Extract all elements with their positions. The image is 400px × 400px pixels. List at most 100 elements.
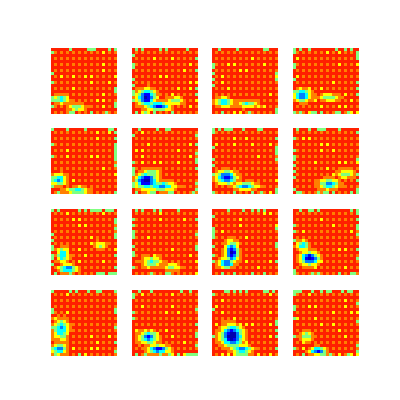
heatmap-cell <box>314 81 318 85</box>
heatmap-cell <box>266 185 270 189</box>
heatmap-cell <box>63 227 67 231</box>
heatmap-cell <box>156 81 160 85</box>
heatmap-cell <box>251 167 255 171</box>
heatmap-cell <box>356 60 359 64</box>
heatmap-cell <box>96 137 100 141</box>
heatmap-cell <box>150 179 154 183</box>
heatmap-cell <box>54 164 58 168</box>
heatmap-cell <box>102 245 106 249</box>
heatmap-cell <box>54 221 58 225</box>
heatmap-cell <box>153 263 157 267</box>
heatmap-cell <box>138 57 142 61</box>
heatmap-cell <box>224 63 228 67</box>
heatmap-cell <box>114 236 117 240</box>
heatmap-cell <box>66 215 70 219</box>
heatmap-cell <box>159 239 163 243</box>
heatmap-cell <box>96 248 100 252</box>
heatmap-cell <box>275 51 278 55</box>
heatmap-cell <box>54 137 58 141</box>
heatmap-cell <box>99 72 103 76</box>
heatmap-cell <box>171 111 175 114</box>
heatmap-cell <box>99 75 103 79</box>
heatmap-cell <box>78 257 82 261</box>
heatmap-cell <box>263 140 267 144</box>
heatmap-cell <box>87 128 91 132</box>
heatmap-cell <box>293 51 297 55</box>
heatmap-cell <box>326 188 330 192</box>
heatmap-cell <box>114 63 117 67</box>
heatmap-cell <box>266 155 270 159</box>
heatmap-cell <box>81 72 85 76</box>
heatmap-cell <box>90 128 94 132</box>
heatmap-cell <box>60 191 64 194</box>
heatmap-cell <box>260 164 264 168</box>
heatmap-cell <box>144 63 148 67</box>
heatmap-cell <box>299 140 303 144</box>
heatmap-cell <box>84 161 88 165</box>
heatmap-cell <box>230 99 234 103</box>
heatmap-cell <box>147 248 151 252</box>
heatmap-cell <box>248 63 252 67</box>
heatmap-cell <box>272 69 276 73</box>
heatmap-cell <box>320 78 324 82</box>
heatmap-cell <box>162 230 166 234</box>
heatmap-cell <box>218 134 222 138</box>
heatmap-cell <box>171 179 175 183</box>
heatmap-cell <box>332 158 336 162</box>
heatmap-cell <box>183 48 187 52</box>
heatmap-cell <box>242 93 246 97</box>
heatmap-cell <box>263 185 267 189</box>
heatmap-cell <box>162 128 166 132</box>
heatmap-cell <box>293 173 297 177</box>
heatmap-cell <box>239 99 243 103</box>
heatmap-cell <box>147 254 151 258</box>
heatmap-cell <box>168 266 172 270</box>
heatmap-cell <box>84 182 88 186</box>
heatmap-cell <box>156 191 160 194</box>
heatmap-cell <box>180 84 184 88</box>
heatmap-cell <box>296 111 300 114</box>
heatmap-cell <box>174 146 178 150</box>
heatmap-cell <box>189 48 193 52</box>
heatmap-cell <box>174 173 178 177</box>
heatmap-cell <box>221 185 225 189</box>
heatmap-cell <box>72 72 76 76</box>
heatmap-cell <box>135 102 139 106</box>
heatmap-cell <box>192 57 196 61</box>
heatmap-cell <box>296 84 300 88</box>
heatmap-cell <box>326 60 330 64</box>
heatmap-cell <box>111 224 115 228</box>
heatmap-cell <box>99 69 103 73</box>
heatmap-cell <box>320 87 324 91</box>
heatmap-cell <box>93 81 97 85</box>
heatmap-cell <box>180 224 184 228</box>
heatmap-cell <box>63 182 67 186</box>
heatmap-cell <box>132 152 136 156</box>
heatmap-cell <box>308 185 312 189</box>
heatmap-cell <box>329 75 333 79</box>
heatmap-cell <box>171 158 175 162</box>
heatmap-cell <box>326 90 330 94</box>
heatmap-cell <box>242 78 246 82</box>
heatmap-cell <box>51 224 55 228</box>
heatmap-cell <box>350 60 354 64</box>
heatmap-cell <box>159 272 163 275</box>
heatmap-cell <box>111 251 115 255</box>
heatmap-cell <box>72 75 76 79</box>
heatmap-cell <box>72 102 76 106</box>
heatmap-cell <box>165 90 169 94</box>
heatmap-cell <box>171 245 175 249</box>
heatmap-cell <box>159 260 163 264</box>
heatmap-cell <box>108 158 112 162</box>
heatmap-cell <box>177 248 181 252</box>
heatmap-cell <box>195 176 198 180</box>
heatmap-cell <box>317 155 321 159</box>
heatmap-cell <box>171 105 175 109</box>
heatmap-cell <box>114 218 117 222</box>
heatmap-cell <box>275 149 278 153</box>
heatmap-cell <box>218 48 222 52</box>
heatmap-cell <box>326 75 330 79</box>
heatmap-cell <box>356 137 359 141</box>
heatmap-cell <box>144 131 148 135</box>
heatmap-cell <box>323 158 327 162</box>
